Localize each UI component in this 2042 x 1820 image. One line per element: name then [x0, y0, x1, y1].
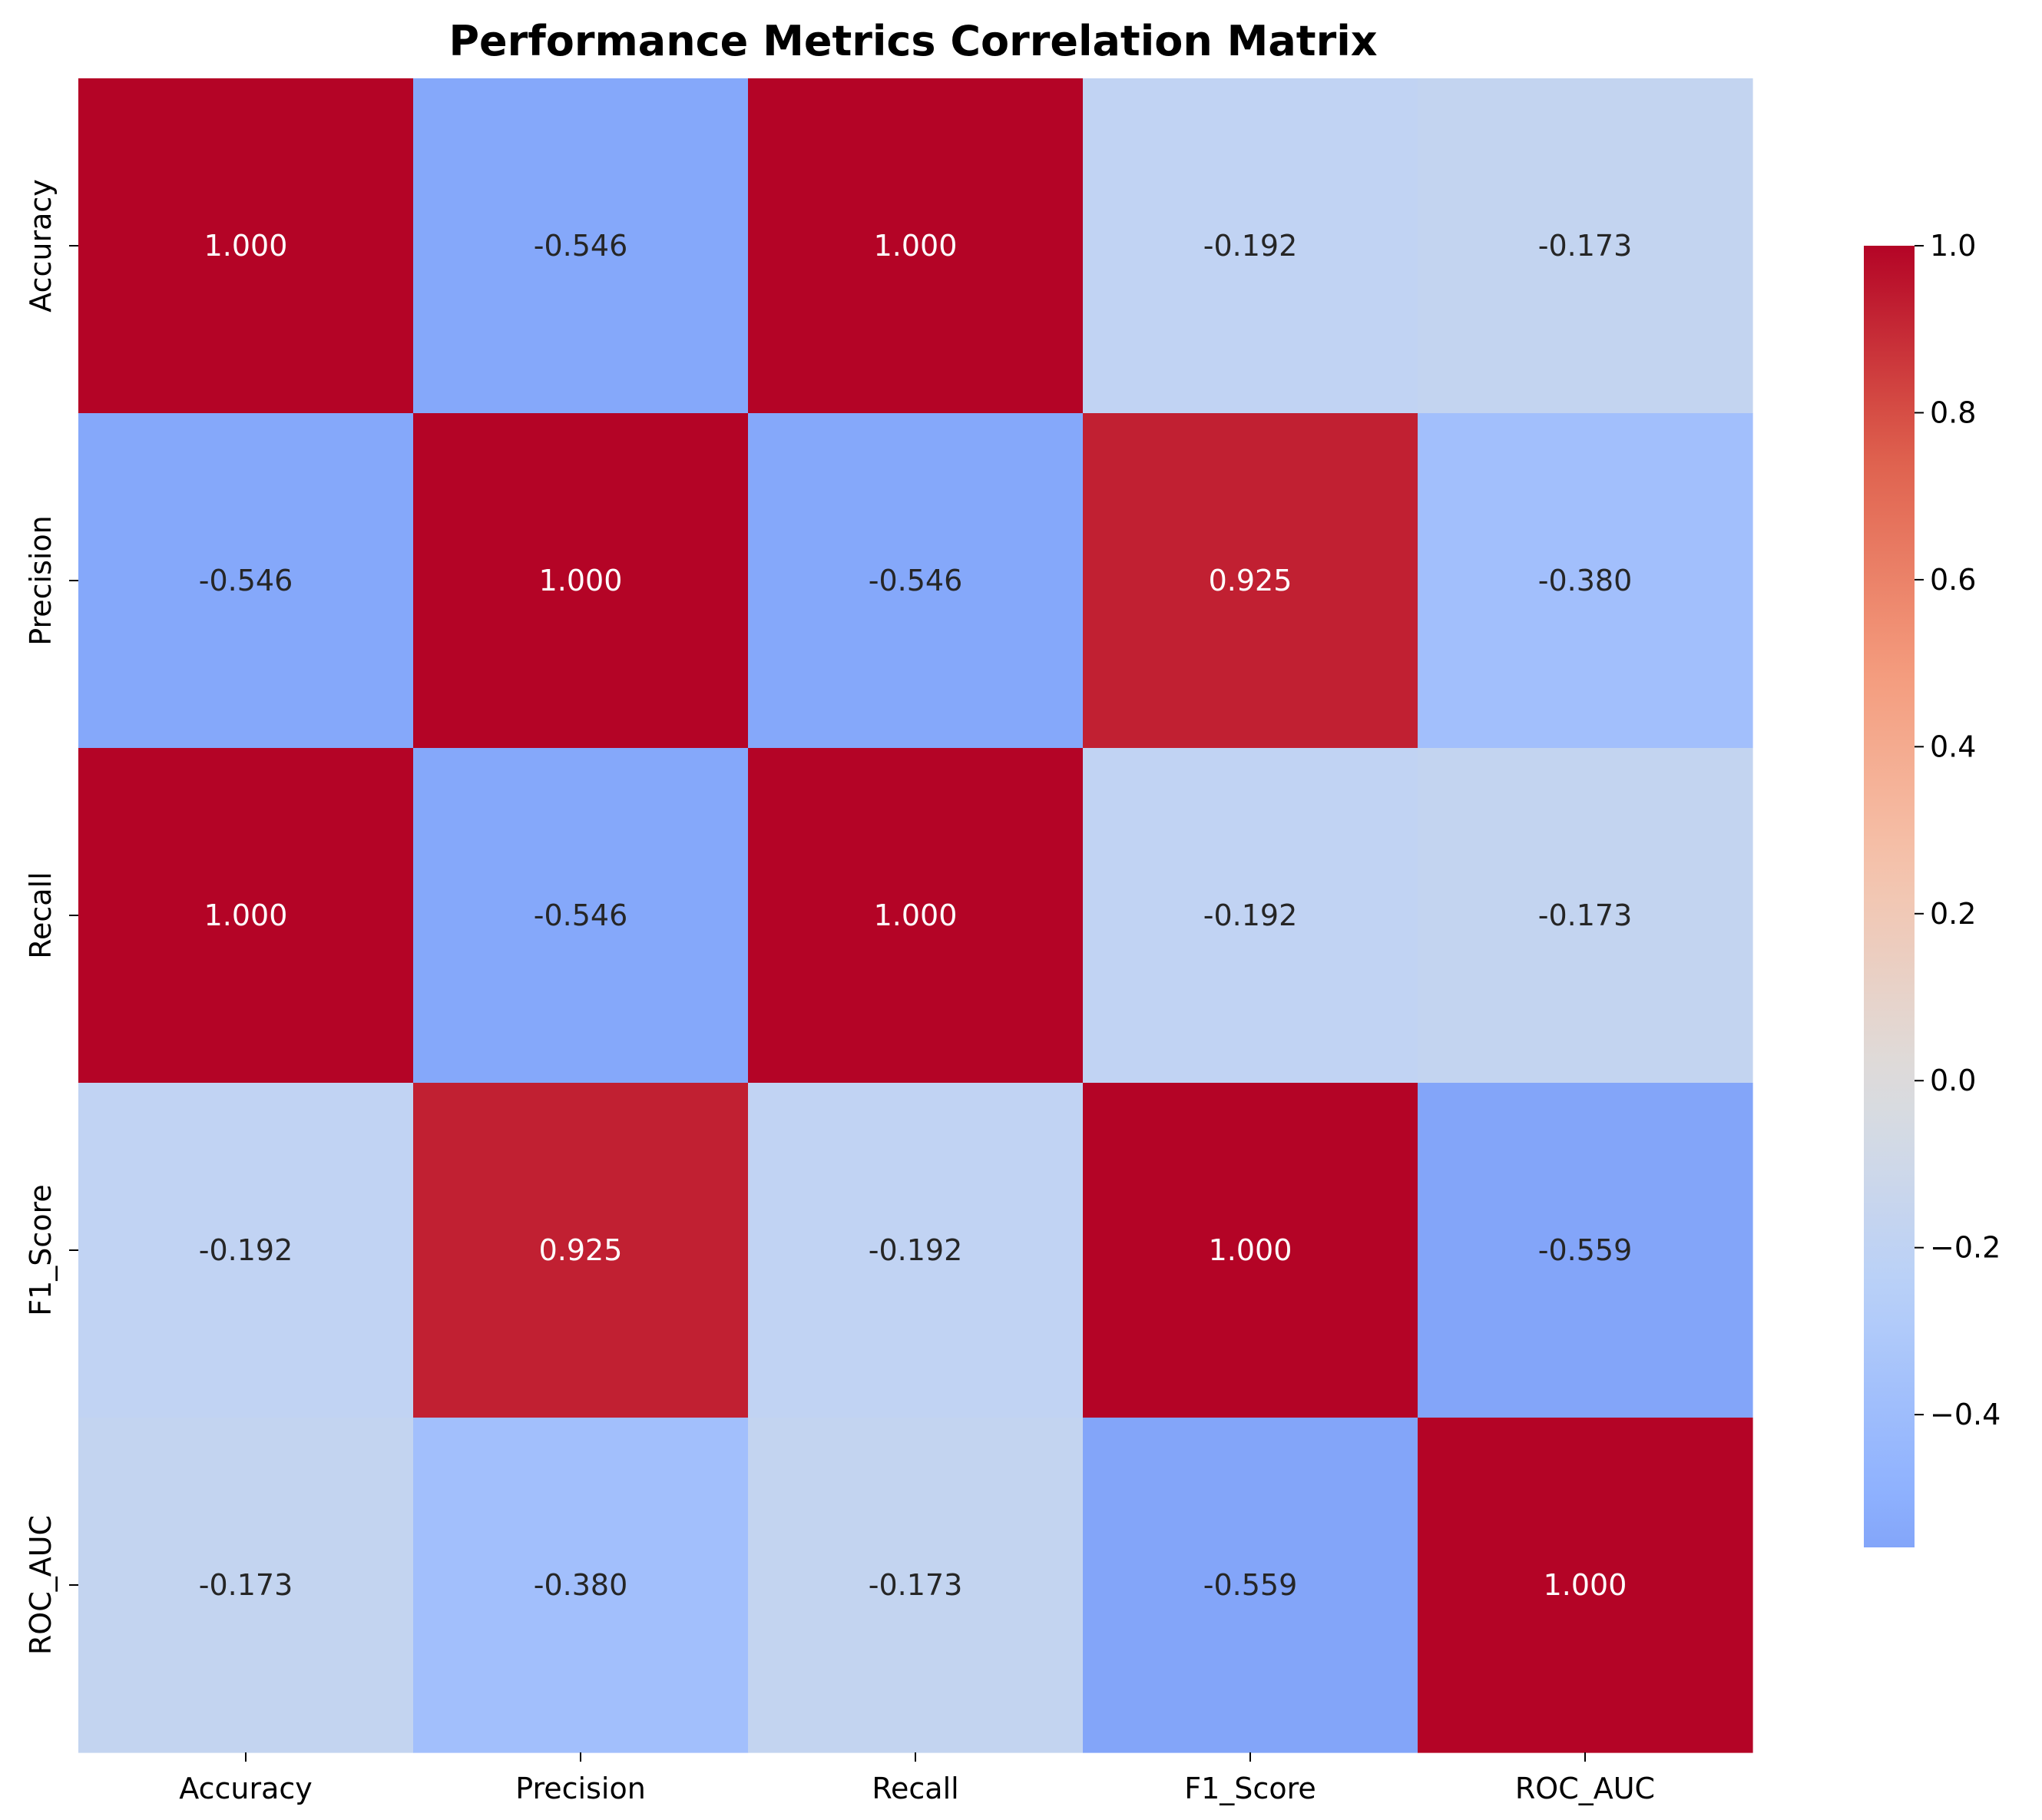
y-tick-label: ROC_AUC — [24, 1515, 58, 1655]
cell-value-label: 1.000 — [1209, 1233, 1292, 1267]
y-tick-label: Recall — [24, 872, 58, 958]
cell-value-label: -0.192 — [199, 1233, 293, 1267]
cell-value-label: -0.559 — [1203, 1568, 1298, 1602]
cell-value-label: 1.000 — [539, 564, 623, 597]
x-tick-label: Precision — [515, 1772, 646, 1805]
cell-value-label: -0.192 — [869, 1233, 963, 1267]
cell-value-label: 1.000 — [204, 898, 288, 932]
cell-value-label: -0.546 — [869, 564, 963, 597]
colorbar: 1.0 0.8 0.6 0.4 0.2 0.0 −0.2 −0.4 — [1864, 229, 2001, 1547]
cell-value-label: 1.000 — [1544, 1568, 1627, 1602]
chart-title: Performance Metrics Correlation Matrix — [448, 17, 1377, 65]
cell-value-label: -0.192 — [1203, 898, 1298, 932]
cell-value-label: -0.173 — [1538, 229, 1633, 263]
cell-value-label: -0.192 — [1203, 229, 1298, 263]
x-tick-label: Recall — [872, 1772, 958, 1805]
cell-value-label: -0.559 — [1538, 1233, 1633, 1267]
x-tick-label: ROC_AUC — [1515, 1772, 1655, 1805]
cell-value-label: -0.173 — [1538, 898, 1633, 932]
colorbar-tick-label: 0.4 — [1930, 730, 1976, 763]
cell-value-label: -0.546 — [199, 564, 293, 597]
colorbar-tick-label: −0.4 — [1930, 1398, 2001, 1431]
y-tick-label: Precision — [24, 515, 58, 646]
colorbar-tick-label: 0.6 — [1930, 563, 1976, 597]
cell-value-label: -0.380 — [534, 1568, 628, 1602]
x-tick-label: Accuracy — [179, 1772, 313, 1805]
colorbar-tick-label: −0.2 — [1930, 1231, 2001, 1265]
cell-value-label: -0.546 — [534, 898, 628, 932]
cell-value-label: -0.546 — [534, 229, 628, 263]
cell-value-label: 1.000 — [874, 229, 958, 263]
cell-value-label: 1.000 — [204, 229, 288, 263]
colorbar-bar — [1864, 246, 1915, 1547]
cell-value-label: -0.173 — [199, 1568, 293, 1602]
colorbar-tick-label: 0.2 — [1930, 897, 1976, 931]
colorbar-tick-label: 0.8 — [1930, 395, 1976, 429]
y-tick-label: Accuracy — [24, 179, 58, 313]
cell-value-label: 0.925 — [539, 1233, 623, 1267]
colorbar-tick-label: 0.0 — [1930, 1064, 1976, 1097]
x-tick-label: F1_Score — [1184, 1772, 1316, 1805]
cell-value-label: -0.380 — [1538, 564, 1633, 597]
x-axis-ticks: Accuracy Precision Recall F1_Score ROC_AUC — [179, 1752, 1655, 1805]
cell-value-label: -0.173 — [869, 1568, 963, 1602]
y-axis-ticks: Accuracy Precision Recall F1_Score ROC_AUC — [24, 179, 78, 1655]
y-tick-label: F1_Score — [24, 1184, 58, 1315]
cell-value-label: 0.925 — [1209, 564, 1292, 597]
cell-value-label: 1.000 — [874, 898, 958, 932]
colorbar-tick-label: 1.0 — [1930, 229, 1976, 263]
